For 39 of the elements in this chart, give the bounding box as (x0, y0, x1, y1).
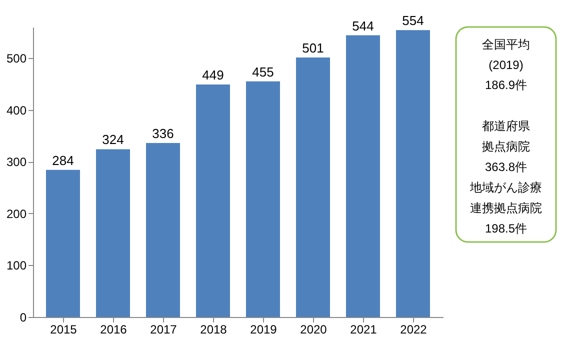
data-label: 324 (102, 132, 124, 148)
data-label: 284 (52, 152, 74, 168)
x-tick-label: 2017 (150, 322, 178, 336)
text: 連携拠点病院 (470, 201, 542, 216)
bar (246, 81, 280, 317)
y-tick-label: 100 (6, 258, 27, 273)
text: 都道府県 (482, 119, 530, 134)
bar (396, 30, 430, 317)
x-tick-label: 2016 (100, 322, 128, 336)
text: 拠点病院 (482, 140, 530, 154)
text: 全国平均 (482, 37, 530, 52)
y-tick-label: 0 (20, 310, 27, 324)
x-tick-label: 2021 (350, 322, 378, 336)
x-tick-label: 2022 (400, 322, 428, 336)
x-tick-label: 2015 (50, 322, 78, 336)
x-tick-label: 2018 (200, 322, 228, 336)
y-tick-label: 400 (6, 103, 27, 118)
bar (346, 35, 380, 317)
text: (2019) (488, 58, 524, 72)
data-label: 455 (252, 64, 274, 80)
bar (296, 58, 330, 317)
text: 363.8件 (484, 160, 528, 174)
data-label: 501 (302, 40, 324, 56)
text: 186.9件 (484, 78, 528, 92)
bar (196, 84, 230, 317)
x-tick-label: 2019 (250, 322, 278, 336)
x-tick-label: 2020 (300, 322, 328, 336)
text: 地域がん診療 (469, 180, 542, 195)
bar (96, 149, 130, 317)
bar (46, 170, 80, 317)
bar (146, 143, 180, 317)
data-label: 449 (202, 67, 224, 82)
data-label: 554 (402, 13, 424, 28)
data-label: 336 (152, 126, 174, 141)
text: 198.5件 (484, 222, 528, 236)
data-label: 544 (352, 18, 374, 34)
y-tick-label: 200 (6, 206, 27, 221)
y-tick-label: 300 (6, 155, 27, 170)
y-tick-label: 500 (6, 52, 27, 66)
